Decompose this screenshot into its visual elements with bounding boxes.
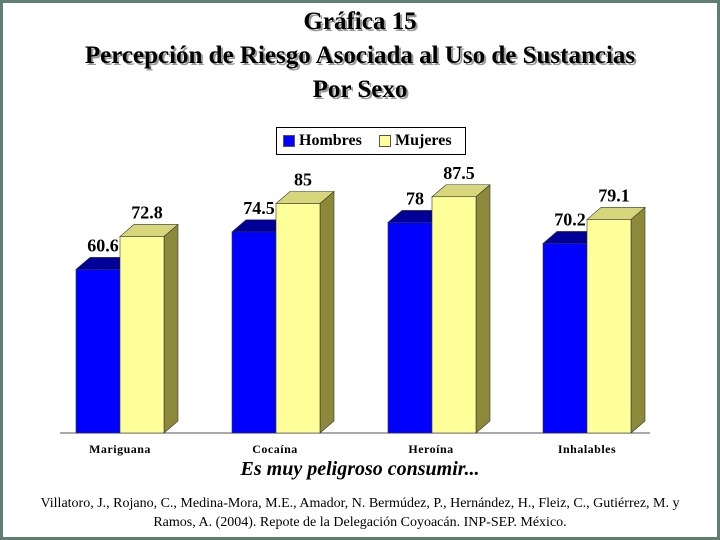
bar-mujeres-heroina [431, 196, 477, 434]
bar-side-mujeres-mariguana [163, 223, 179, 434]
data-label-mujeres-inhalables: 79.1 [598, 185, 630, 205]
bar-mujeres-inhalables [586, 219, 632, 434]
legend-label-mujeres: Mujeres [395, 132, 452, 149]
category-label-0: Mariguana [89, 442, 151, 456]
legend-swatch-mujeres [379, 135, 391, 147]
bar-mujeres-mariguana [119, 236, 165, 434]
legend-label-hombres: Hombres [299, 132, 362, 149]
chart-title-line-3: Por Sexo [312, 76, 408, 103]
legend-swatch-hombres [283, 135, 295, 147]
bar-hombres-cocaina [231, 231, 277, 434]
data-label-mujeres-mariguana: 72.8 [131, 202, 163, 222]
legend-item-mujeres: Mujeres [379, 132, 452, 150]
bar-side-mujeres-cocaina [319, 190, 335, 434]
data-label-mujeres-cocaina: 85 [294, 170, 312, 190]
chart-title-line-2: Percepción de Riesgo Asociada al Uso de … [84, 42, 636, 69]
bar-hombres-mariguana [75, 269, 121, 434]
bar-hombres-heroina [387, 222, 433, 434]
bar-hombres-inhalables [542, 243, 588, 434]
data-label-hombres-heroina: 78 [406, 188, 424, 208]
bar-mujeres-cocaina [275, 203, 321, 434]
bar-side-mujeres-inhalables [630, 206, 646, 434]
legend-item-hombres: Hombres [283, 132, 362, 150]
category-label-1: Cocaína [252, 442, 298, 456]
data-label-mujeres-heroina: 87.5 [443, 163, 475, 183]
data-label-hombres-mariguana: 60.6 [87, 235, 119, 255]
chart-title-line-1: Gráfica 15 [303, 8, 417, 35]
source-citation: Villatoro, J., Rojano, C., Medina-Mora, … [40, 496, 680, 530]
chart-legend: Hombres Mujeres [276, 127, 466, 155]
category-label-2: Heroína [408, 442, 453, 456]
data-label-hombres-cocaina: 74.5 [243, 198, 275, 218]
bar-side-mujeres-heroina [475, 184, 491, 434]
data-label-hombres-inhalables: 70.2 [554, 209, 586, 229]
category-label-3: Inhalables [558, 442, 616, 456]
chart-caption: Es muy peligroso consumir... [240, 458, 480, 480]
